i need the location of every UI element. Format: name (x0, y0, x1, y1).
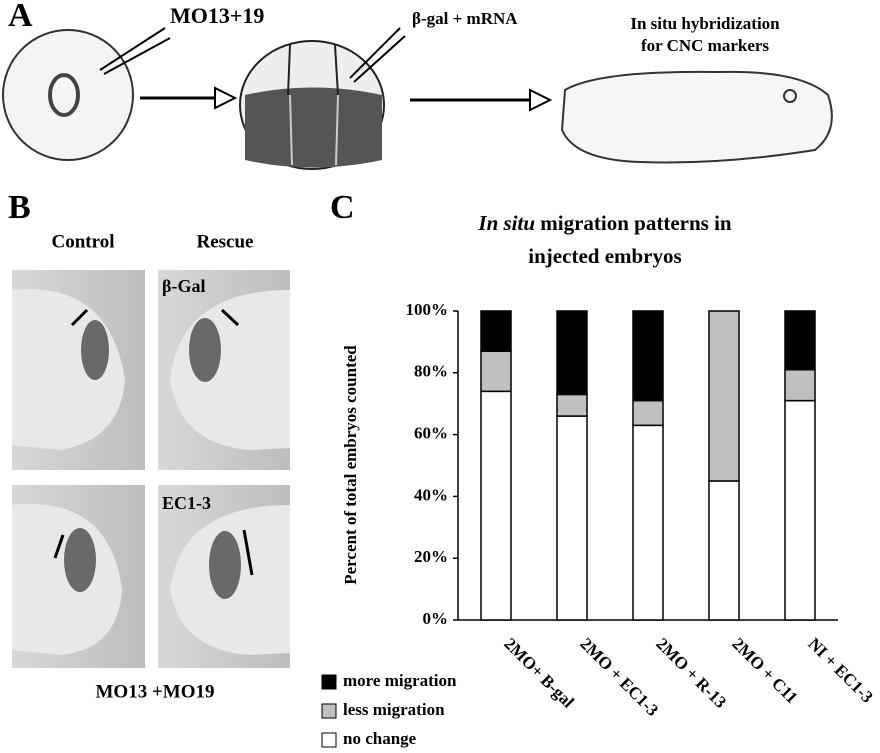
title-part: In situ (477, 211, 535, 235)
panel-label: B (8, 189, 31, 226)
marker (53, 534, 65, 559)
chart-title: injected embryos (528, 244, 681, 268)
y-tick-label: 20% (414, 547, 448, 566)
panel-c: C In situ migration patterns in injected… (321, 189, 877, 748)
marker (70, 308, 89, 327)
legend-label: more migration (343, 671, 457, 690)
panel-label: A (8, 0, 33, 34)
bar-segment (784, 399, 816, 621)
stain (209, 531, 241, 599)
caption: MO13 +MO19 (95, 681, 214, 702)
bar-segment (632, 399, 664, 427)
y-tick-label: 40% (414, 485, 448, 504)
marker (220, 308, 240, 327)
tadpole (560, 70, 833, 164)
needle (353, 35, 406, 83)
stain (64, 528, 96, 592)
legend-label: no change (343, 729, 417, 748)
bar-segment (784, 368, 816, 402)
stain (81, 320, 109, 380)
chart-title: In situ migration patterns in (477, 211, 732, 235)
legend-swatch (321, 703, 337, 719)
embryo (12, 504, 122, 655)
needle (99, 27, 166, 71)
arrow-head (529, 88, 553, 112)
y-tick-label: 0% (423, 609, 449, 628)
assay-label: for CNC markers (641, 36, 769, 55)
x-tick-label: NI + EC1-3 (804, 634, 876, 706)
assay-label: In situ hybridization (630, 14, 780, 33)
egg-pole (48, 73, 80, 117)
legend-swatch (321, 674, 337, 690)
y-tick-label: 80% (414, 362, 448, 381)
arrow-head (214, 86, 238, 110)
x-tick-label: 2MO+ B-gal (500, 634, 578, 712)
title-part: migration patterns in (540, 211, 732, 235)
tadpole-eye (783, 89, 797, 103)
panel-b: B Control Rescue β-Gal EC1-3 MO13 +MO19 (8, 189, 290, 702)
stain (189, 318, 221, 382)
bar-segment (708, 310, 740, 482)
legend-label: less migration (343, 700, 445, 719)
panel-a: A MO13+19 β-gal + mRNA In situ hybridiza… (2, 0, 833, 170)
marker (242, 529, 254, 576)
y-tick-label: 60% (414, 424, 448, 443)
injection-label: β-gal + mRNA (412, 9, 518, 28)
bar-segment (556, 310, 588, 396)
bar-segment (632, 424, 664, 621)
row-label: β-Gal (162, 276, 205, 296)
y-axis-label: Percent of total embryos counted (341, 345, 360, 585)
bar-segment (480, 310, 512, 352)
row-label: EC1-3 (162, 493, 211, 513)
x-tick-label: 2MO + C11 (728, 634, 801, 707)
morpholino-label: MO13+19 (170, 3, 264, 28)
x-tick-label: 2MO + R-13 (652, 634, 730, 712)
bar-segment (556, 415, 588, 621)
legend-swatch (321, 732, 337, 748)
column-label: Control (52, 231, 115, 252)
egg (2, 29, 134, 161)
embryo-8cell (239, 40, 385, 170)
bar-segment (480, 350, 512, 393)
bar-segment (632, 310, 664, 402)
y-tick-label: 100% (406, 300, 449, 319)
needle (103, 37, 171, 75)
needle (349, 27, 401, 79)
bar-segment (708, 480, 740, 621)
x-tick-label: 2MO + EC1-3 (576, 634, 662, 720)
panel-label: C (330, 189, 355, 226)
column-label: Rescue (197, 231, 254, 252)
bar-segment (556, 393, 588, 417)
bar-segment (784, 310, 816, 371)
bar-segment (480, 390, 512, 621)
